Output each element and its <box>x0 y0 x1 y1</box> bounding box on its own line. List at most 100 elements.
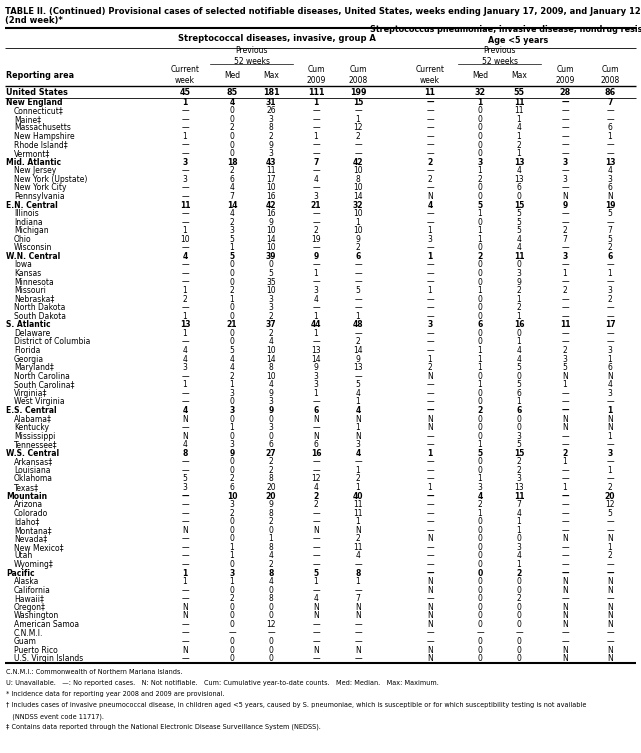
Text: —: — <box>181 629 189 638</box>
Text: 3: 3 <box>269 423 274 432</box>
Text: 2: 2 <box>428 363 433 372</box>
Text: 3: 3 <box>356 441 360 450</box>
Text: 0: 0 <box>229 149 235 158</box>
Text: —: — <box>426 431 434 441</box>
Text: 1: 1 <box>517 398 521 407</box>
Text: (NNDSS event code 11717).: (NNDSS event code 11717). <box>6 713 104 720</box>
Text: 4: 4 <box>517 355 521 364</box>
Text: 0: 0 <box>478 243 483 252</box>
Text: —: — <box>606 106 614 115</box>
Text: Puerto Rico: Puerto Rico <box>14 645 58 654</box>
Text: —: — <box>426 278 434 287</box>
Text: N: N <box>313 526 319 535</box>
Text: 7: 7 <box>563 235 567 244</box>
Text: —: — <box>426 166 434 175</box>
Text: 11: 11 <box>513 492 524 501</box>
Text: 4: 4 <box>183 355 187 364</box>
Text: 19: 19 <box>604 200 615 209</box>
Text: 0: 0 <box>478 312 483 321</box>
Text: 9: 9 <box>517 278 521 287</box>
Text: 16: 16 <box>311 449 321 458</box>
Text: 9: 9 <box>269 406 274 415</box>
Text: —: — <box>606 337 614 346</box>
Text: 2: 2 <box>229 594 235 603</box>
Text: —: — <box>181 594 189 603</box>
Text: —: — <box>312 218 320 227</box>
Text: 3: 3 <box>183 363 187 372</box>
Text: Louisiana: Louisiana <box>14 466 51 475</box>
Text: —: — <box>312 209 320 218</box>
Text: —: — <box>426 389 434 398</box>
Text: 3: 3 <box>313 192 319 201</box>
Text: 20: 20 <box>604 492 615 501</box>
Text: Max: Max <box>263 71 279 80</box>
Text: 2: 2 <box>269 560 273 569</box>
Text: 1: 1 <box>356 577 360 586</box>
Text: N: N <box>427 372 433 381</box>
Text: —: — <box>181 269 189 278</box>
Text: 2: 2 <box>269 312 273 321</box>
Text: 4: 4 <box>269 337 274 346</box>
Text: —: — <box>561 149 569 158</box>
Text: —: — <box>312 543 320 552</box>
Text: 1: 1 <box>183 226 187 235</box>
Text: 1: 1 <box>229 294 235 303</box>
Text: N: N <box>313 431 319 441</box>
Text: —: — <box>267 629 275 638</box>
Text: 4: 4 <box>517 123 521 133</box>
Text: 4: 4 <box>608 380 612 389</box>
Text: N: N <box>427 620 433 629</box>
Text: 0: 0 <box>269 431 274 441</box>
Text: 0: 0 <box>269 611 274 620</box>
Text: —: — <box>561 629 569 638</box>
Text: 4: 4 <box>229 363 235 372</box>
Text: 3: 3 <box>183 157 188 166</box>
Text: N: N <box>562 192 568 201</box>
Text: Idaho‡: Idaho‡ <box>14 517 39 526</box>
Text: 1: 1 <box>517 149 521 158</box>
Text: 2: 2 <box>478 500 483 509</box>
Text: —: — <box>561 209 569 218</box>
Text: 1: 1 <box>517 517 521 526</box>
Text: 5: 5 <box>517 380 521 389</box>
Text: —: — <box>354 560 362 569</box>
Text: 1: 1 <box>478 226 483 235</box>
Text: —: — <box>426 218 434 227</box>
Text: 4: 4 <box>517 509 521 518</box>
Text: 4: 4 <box>356 389 360 398</box>
Text: Utah: Utah <box>14 551 32 560</box>
Text: 1: 1 <box>229 423 235 432</box>
Text: 5: 5 <box>356 286 360 295</box>
Text: 21: 21 <box>311 200 321 209</box>
Text: Michigan: Michigan <box>14 226 49 235</box>
Text: 1: 1 <box>478 98 483 107</box>
Text: N: N <box>427 577 433 586</box>
Text: Iowa: Iowa <box>14 261 32 270</box>
Text: 0: 0 <box>229 106 235 115</box>
Text: 11: 11 <box>513 98 524 107</box>
Text: 0: 0 <box>478 132 483 141</box>
Text: 4: 4 <box>517 346 521 355</box>
Text: —: — <box>181 123 189 133</box>
Text: 0: 0 <box>229 278 235 287</box>
Text: 32: 32 <box>474 87 486 96</box>
Text: —: — <box>606 457 614 466</box>
Text: 6: 6 <box>355 252 361 261</box>
Text: 1: 1 <box>356 398 360 407</box>
Text: 1: 1 <box>478 355 483 364</box>
Text: 2: 2 <box>269 517 273 526</box>
Text: 9: 9 <box>269 141 274 150</box>
Text: 5: 5 <box>478 449 483 458</box>
Text: 21: 21 <box>227 320 237 329</box>
Text: 2: 2 <box>313 226 319 235</box>
Text: 10: 10 <box>353 184 363 192</box>
Text: 35: 35 <box>266 278 276 287</box>
Text: —: — <box>426 594 434 603</box>
Text: 4: 4 <box>183 252 188 261</box>
Text: —: — <box>426 551 434 560</box>
Text: 4: 4 <box>183 406 188 415</box>
Text: 2: 2 <box>517 594 521 603</box>
Text: 3: 3 <box>608 286 612 295</box>
Text: —: — <box>561 466 569 475</box>
Text: —: — <box>606 569 613 578</box>
